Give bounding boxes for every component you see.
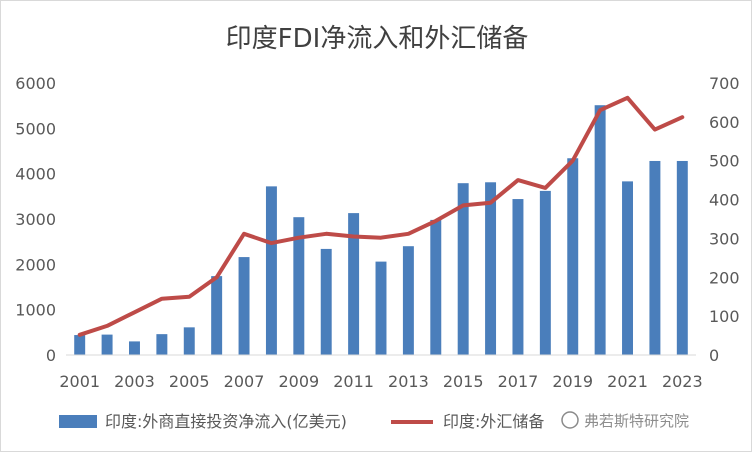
bar-2013 bbox=[402, 246, 414, 355]
x-tick-label: 2005 bbox=[169, 372, 210, 391]
bar-2002 bbox=[101, 334, 113, 355]
y-right-tick-label: 500 bbox=[709, 152, 740, 171]
y-left-tick-label: 1000 bbox=[15, 301, 56, 320]
x-tick-label: 2003 bbox=[114, 372, 155, 391]
y-left-tick-label: 4000 bbox=[15, 165, 56, 184]
legend-bar-swatch bbox=[59, 415, 97, 428]
y-right-tick-label: 200 bbox=[709, 268, 740, 287]
y-left-tick-label: 0 bbox=[46, 346, 56, 365]
bar-2016 bbox=[485, 182, 497, 355]
y-right-tick-label: 400 bbox=[709, 191, 740, 210]
y-right-tick-label: 100 bbox=[709, 307, 740, 326]
y-right-tick-label: 600 bbox=[709, 113, 740, 132]
bar-2011 bbox=[348, 213, 360, 355]
y-right-tick-label: 700 bbox=[709, 74, 740, 93]
x-tick-label: 2013 bbox=[388, 372, 429, 391]
bar-series bbox=[74, 105, 688, 355]
bar-2015 bbox=[457, 183, 469, 355]
bar-2001 bbox=[74, 335, 86, 355]
x-tick-label: 2001 bbox=[59, 372, 100, 391]
y-right-tick-label: 0 bbox=[709, 346, 719, 365]
x-tick-label: 2009 bbox=[278, 372, 319, 391]
bar-2007 bbox=[238, 257, 250, 355]
legend-bar-label: 印度:外商直接投资净流入(亿美元) bbox=[105, 412, 347, 431]
legend-line-label: 印度:外汇储备 bbox=[443, 412, 544, 431]
x-axis: 2001 2003 2005 2007 2009 2011 2013 2015 2017 2019… bbox=[59, 372, 702, 391]
bar-2020 bbox=[594, 105, 606, 355]
bar-2010 bbox=[320, 248, 332, 355]
y-left-tick-label: 5000 bbox=[15, 119, 56, 138]
bar-2004 bbox=[156, 334, 168, 355]
y-left-tick-label: 3000 bbox=[15, 210, 56, 229]
bar-2014 bbox=[430, 219, 442, 355]
x-tick-label: 2011 bbox=[333, 372, 374, 391]
legend: 印度:外商直接投资净流入(亿美元) 印度:外汇储备 bbox=[59, 412, 544, 431]
x-tick-label: 2007 bbox=[224, 372, 265, 391]
bar-2009 bbox=[293, 217, 305, 355]
y-right-tick-label: 300 bbox=[709, 229, 740, 248]
x-tick-label: 2017 bbox=[498, 372, 539, 391]
x-tick-label: 2023 bbox=[662, 372, 703, 391]
y-left-tick-label: 2000 bbox=[15, 255, 56, 274]
bar-2012 bbox=[375, 261, 387, 355]
watermark: 弗若斯特研究院 bbox=[561, 411, 689, 430]
watermark-text: 弗若斯特研究院 bbox=[584, 412, 689, 430]
x-tick-label: 2015 bbox=[443, 372, 484, 391]
bar-2005 bbox=[183, 327, 195, 355]
bar-2006 bbox=[211, 276, 223, 355]
bar-2022 bbox=[649, 160, 661, 355]
bar-2023 bbox=[676, 160, 688, 355]
bar-2017 bbox=[512, 199, 524, 355]
reserve-line bbox=[77, 95, 685, 337]
bar-2019 bbox=[567, 158, 579, 355]
bar-2008 bbox=[265, 186, 277, 355]
y-left-tick-label: 6000 bbox=[15, 74, 56, 93]
watermark-icon bbox=[561, 411, 579, 429]
x-tick-label: 2021 bbox=[607, 372, 648, 391]
bar-2021 bbox=[622, 181, 633, 355]
line-series bbox=[77, 95, 685, 337]
chart-title: 印度FDI净流入和外汇储备 bbox=[226, 24, 529, 54]
x-tick-label: 2019 bbox=[552, 372, 593, 391]
y-left-axis: 0 1000 2000 3000 4000 5000 6000 bbox=[15, 74, 56, 365]
y-right-axis: 0 100 200 300 400 500 600 700 bbox=[709, 74, 740, 365]
bar-2018 bbox=[539, 190, 551, 355]
bar-2003 bbox=[129, 341, 140, 355]
